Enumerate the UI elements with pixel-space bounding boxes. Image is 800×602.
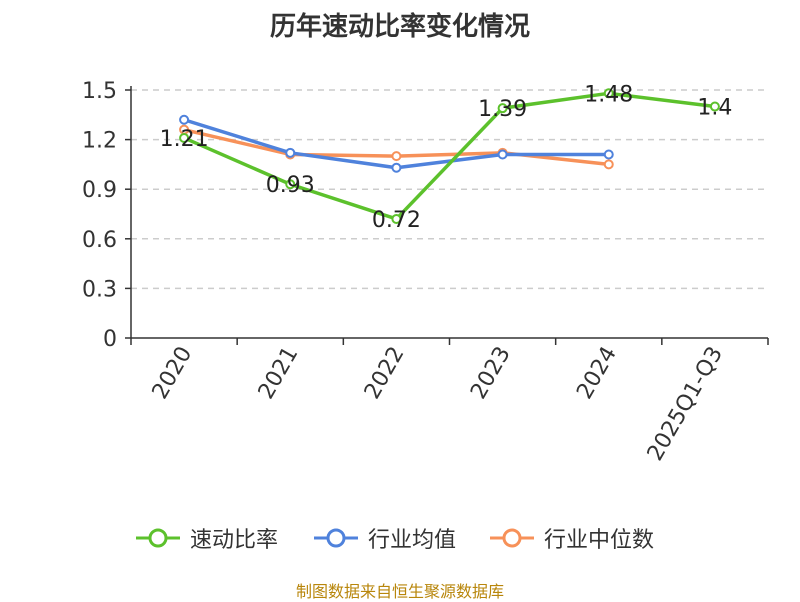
y-tick-label: 0.6 [82,228,117,253]
y-tick-label: 1.2 [82,129,117,154]
legend-label-industry-mean: 行业均值 [368,528,457,553]
legend-marker-industry-mean [314,528,358,548]
legend-marker-industry-median [490,528,534,548]
data-labels: 1.21 0.93 0.72 1.39 1.48 1.4 [160,82,733,233]
y-tick-label: 0.3 [82,277,117,302]
data-point [285,147,296,158]
grid-lines [131,89,768,290]
series-lines [179,88,720,224]
data-point [603,159,614,170]
data-label: 0.72 [372,208,421,233]
series-line [183,91,716,221]
legend-item-industry-median[interactable]: 行业中位数 [488,518,654,558]
chart-title: 历年速动比率变化情况 [269,12,530,42]
x-tick-label: 2022 [360,343,410,404]
data-label: 0.93 [266,173,315,198]
data-point [391,213,402,224]
y-tick-label: 0.9 [82,178,117,203]
data-point [497,149,508,160]
data-point [497,103,508,114]
data-label: 1.48 [584,82,633,107]
legend-label-industry-median: 行业中位数 [544,528,655,553]
x-tick-label: 2021 [254,343,304,404]
x-tick-label: 2025Q1-Q3 [643,343,728,466]
legend-label-quick-ratio: 速动比率 [190,528,279,553]
x-tick-label: 2023 [466,343,516,404]
data-point [391,151,402,162]
x-tick-label: 2020 [148,343,198,404]
data-point [603,88,614,99]
legend-item-industry-mean[interactable]: 行业均值 [312,518,456,558]
source-note: 制图数据来自恒生聚源数据库 [295,582,504,601]
data-label: 1.21 [160,127,209,152]
data-label: 1.39 [478,97,527,122]
legend-item-quick-ratio[interactable]: 速动比率 [134,518,278,558]
data-point [391,162,402,173]
legend: 速动比率 行业均值 行业中位数 [0,518,800,558]
data-point [179,132,190,143]
y-tick-label: 1.5 [82,79,117,104]
data-label: 1.4 [697,96,732,121]
data-point [709,101,720,112]
data-point [179,114,190,125]
x-tick-label: 2024 [572,343,622,404]
legend-marker-quick-ratio [136,528,180,548]
y-tick-label: 0 [103,327,117,352]
data-point [285,179,296,190]
data-point [603,149,614,160]
